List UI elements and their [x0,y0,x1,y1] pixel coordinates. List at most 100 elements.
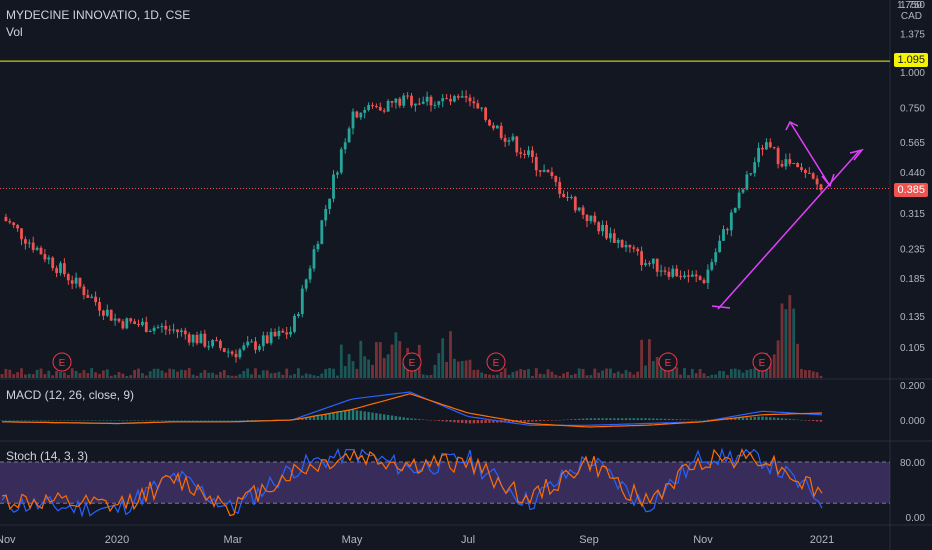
volume-bar [211,372,214,378]
arrow-head [849,148,864,161]
macd-bar [745,417,749,420]
macd-bar [815,420,819,422]
trendline-support [717,149,861,310]
stoch-band [0,462,890,504]
macd-bar [445,420,448,422]
candle [4,216,8,222]
volume-bar [527,369,530,378]
volume-bar [562,373,565,378]
volume-bar [573,373,577,378]
stoch-d-line [1,448,823,517]
volume-bar [753,368,757,378]
earnings-marker-label: E [409,358,416,369]
volume-bar [683,368,686,378]
candle [589,215,593,222]
volume-bar [226,375,230,378]
macd-bar [566,419,569,421]
candle [573,196,577,211]
macd-bar [94,420,97,421]
volume-bar [277,371,281,378]
volume-bar [554,374,558,378]
macd-bar [523,420,526,422]
candle [819,184,823,190]
volume-bar [651,361,655,378]
macd-bar [0,420,4,421]
candle [620,240,624,248]
macd-bar [433,420,437,421]
macd-bar [734,418,737,420]
volume-bar [191,374,195,378]
macd-bar [800,419,803,421]
volume-bar [449,331,452,378]
candle [148,330,152,333]
macd-bar [246,420,249,421]
earnings-marker [52,352,72,372]
volume-bar [757,369,760,378]
macd-bar [628,418,632,420]
candle [542,169,546,172]
candle [82,286,86,296]
volume-bar [74,370,78,378]
candle [745,174,749,190]
macd-bar [461,420,464,423]
macd-bar [39,420,43,421]
macd-bar [71,420,74,421]
macd-bar [422,419,425,420]
candle [59,263,62,273]
volume-bar [519,369,523,378]
macd-bar [464,420,468,424]
volume-bar [12,374,16,378]
macd-bar [527,420,530,422]
arrow-tail [711,305,731,309]
macd-bar [238,420,242,421]
volume-bar [371,364,374,378]
candle [612,233,616,243]
candle [421,101,425,104]
macd-bar [765,416,768,420]
macd-bar [706,419,710,421]
candle [113,318,117,321]
candle [203,333,207,347]
macd-bar [585,418,589,420]
candle [718,240,721,253]
volume-bar [733,368,737,378]
macd-bar [776,417,780,420]
volume-bar [238,374,242,378]
price-tick-label: 0.235 [900,245,925,256]
symbol-title: MYDECINE INNOVATIO, 1D, CSE [6,8,191,22]
candle [581,207,585,215]
volume-bar [644,365,647,378]
macd-bar [480,420,483,424]
candle [488,119,491,126]
candle [281,330,285,333]
macd-bar [219,420,222,421]
candle [176,329,179,333]
candle [636,248,640,252]
volume-bar [382,357,386,378]
candle [499,125,503,139]
macd-bar [741,417,745,420]
time-tick-label: Nov [693,534,713,546]
macd-bar [355,410,359,420]
volume-bar [655,356,659,378]
candle [566,196,569,198]
candle [24,239,27,244]
volume-bar [289,375,292,378]
volume-bar [710,374,714,378]
candle [55,268,58,273]
volume-bar [144,375,148,378]
volume-bar [133,369,136,378]
macd-bar [4,420,8,421]
macd-bar [172,420,175,421]
candle [320,220,324,244]
candle [207,346,211,348]
earnings-marker-label: E [493,358,500,369]
macd-bar [605,418,608,420]
candle [390,100,394,103]
volume-bar [31,374,35,378]
candle [261,335,265,347]
macd-bar [449,420,452,422]
volume-bar [749,369,753,378]
volume-bar [679,374,682,378]
volume-bar [616,371,620,378]
